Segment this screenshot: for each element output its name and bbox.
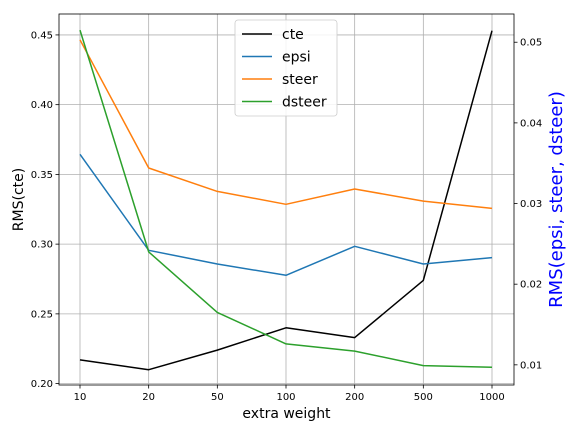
series-line-dsteer: [79, 29, 493, 369]
x-axis-ticks: 10 20 50 100 200 500 1000: [74, 385, 505, 403]
series-line-steer: [79, 39, 493, 210]
x-tick-label: 50: [211, 392, 224, 403]
left-y-tick-label: 0.25: [31, 309, 53, 320]
right-y-axis-label: RMS(epsi, steer, dsteer): [546, 91, 567, 308]
left-y-tick-label: 0.30: [31, 240, 53, 251]
right-y-axis-ticks: 0.01 0.02 0.03 0.04 0.05: [514, 38, 542, 371]
left-y-tick-label: 0.20: [31, 379, 53, 390]
left-y-tick-label: 0.45: [31, 30, 53, 41]
legend-label-steer: steer: [282, 72, 318, 88]
legend-box: [234, 19, 338, 117]
plot-frame: [58, 13, 515, 386]
right-y-tick-label: 0.03: [520, 199, 542, 210]
right-y-tick-label: 0.02: [520, 280, 542, 291]
legend-label-epsi: epsi: [282, 50, 311, 66]
x-tick-label: 500: [414, 392, 433, 403]
series-line-cte: [79, 30, 493, 371]
left-y-axis-label: RMS(cte): [11, 168, 27, 231]
x-tick-label: 200: [345, 392, 364, 403]
legend: cte epsi steer dsteer: [234, 19, 338, 117]
x-tick-label: 100: [276, 392, 295, 403]
right-y-tick-label: 0.01: [520, 360, 542, 371]
left-y-tick-label: 0.35: [31, 170, 53, 181]
left-y-tick-label: 0.40: [31, 100, 53, 111]
legend-label-dsteer: dsteer: [282, 95, 327, 111]
x-axis-label: extra weight: [242, 406, 331, 422]
series-lines: [79, 29, 493, 371]
right-y-tick-label: 0.04: [520, 118, 542, 129]
x-tick-label: 20: [142, 392, 155, 403]
right-y-tick-label: 0.05: [520, 38, 542, 49]
legend-label-cte: cte: [282, 27, 304, 43]
left-y-axis-ticks: 0.20 0.25 0.30 0.35 0.40 0.45: [31, 30, 59, 390]
x-tick-label: 10: [74, 392, 87, 403]
x-tick-label: 1000: [479, 392, 504, 403]
